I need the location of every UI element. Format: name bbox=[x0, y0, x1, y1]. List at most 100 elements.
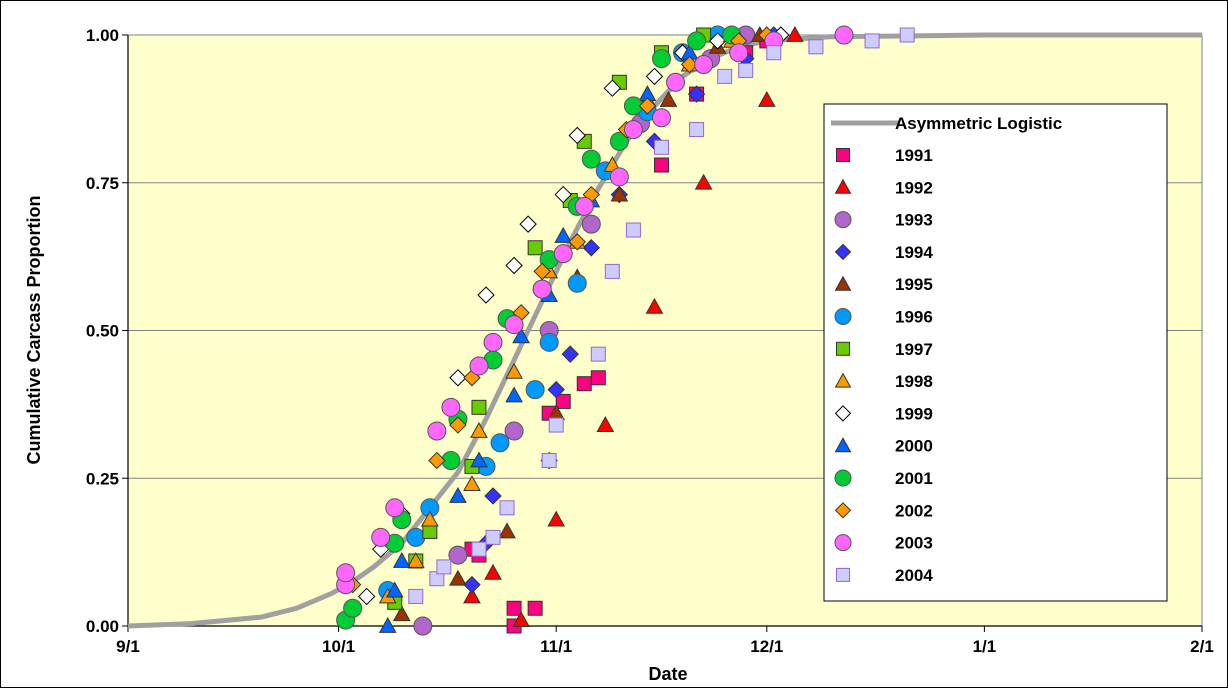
data-point-2004 bbox=[653, 139, 669, 155]
data-point-1995 bbox=[498, 522, 516, 539]
data-point-1999 bbox=[568, 126, 586, 145]
data-point-2003 bbox=[504, 315, 524, 335]
data-point-1991 bbox=[527, 600, 543, 616]
data-point-2000 bbox=[470, 451, 488, 468]
data-point-1998 bbox=[406, 551, 425, 568]
legend-label-1997: 1997 bbox=[895, 340, 933, 359]
data-point-2003 bbox=[666, 72, 686, 92]
data-point-1993 bbox=[413, 616, 433, 636]
data-point-1995 bbox=[449, 569, 467, 586]
legend-label-1996: 1996 bbox=[895, 308, 933, 327]
data-point-2001 bbox=[581, 149, 601, 169]
data-point-2003 bbox=[336, 563, 356, 583]
data-point-2003 bbox=[371, 527, 391, 547]
data-point-1996 bbox=[490, 433, 510, 453]
data-point-1997 bbox=[422, 523, 438, 539]
data-point-1992 bbox=[547, 510, 566, 527]
data-point-2002 bbox=[428, 451, 446, 470]
data-point-2001 bbox=[651, 49, 671, 69]
y-tick-label: 0.25 bbox=[86, 469, 119, 488]
legend-label-1991: 1991 bbox=[895, 146, 933, 165]
x-tick-label: 2/1 bbox=[1190, 637, 1214, 656]
data-point-1994 bbox=[463, 575, 481, 594]
legend-label-2001: 2001 bbox=[895, 469, 933, 488]
data-point-1999 bbox=[505, 256, 523, 275]
data-point-1993 bbox=[448, 545, 468, 565]
data-point-1993 bbox=[504, 421, 524, 441]
data-point-2003 bbox=[729, 43, 749, 63]
legend-box bbox=[823, 103, 1168, 602]
data-point-2000 bbox=[554, 226, 573, 243]
data-point-1999 bbox=[519, 215, 537, 233]
data-point-1991 bbox=[590, 370, 606, 386]
data-point-1999 bbox=[554, 185, 572, 204]
data-point-2004 bbox=[485, 529, 501, 545]
data-point-1991 bbox=[555, 393, 571, 409]
legend-label-2003: 2003 bbox=[895, 534, 933, 553]
legend-marker-1999 bbox=[834, 405, 852, 422]
data-point-2003 bbox=[574, 196, 594, 216]
data-point-2003 bbox=[623, 120, 643, 140]
legend-label-1998: 1998 bbox=[895, 372, 933, 391]
data-point-1991 bbox=[506, 600, 522, 616]
data-point-2004 bbox=[604, 263, 620, 279]
x-tick-label: 11/1 bbox=[540, 637, 572, 656]
series-1993 bbox=[413, 25, 756, 636]
legend-marker-1997 bbox=[836, 341, 850, 356]
data-point-1992 bbox=[786, 25, 804, 42]
data-point-1999 bbox=[477, 286, 495, 304]
data-point-2004 bbox=[766, 45, 782, 61]
data-point-2004 bbox=[689, 122, 705, 138]
data-point-1994 bbox=[561, 345, 579, 363]
legend-marker-1994 bbox=[834, 243, 852, 261]
data-point-2003 bbox=[553, 244, 573, 264]
x-tick-label: 10/1 bbox=[322, 637, 355, 656]
x-tick-label: 9/1 bbox=[116, 637, 140, 656]
data-point-2004 bbox=[717, 68, 733, 84]
data-point-1991 bbox=[576, 376, 592, 392]
legend-marker-1995 bbox=[834, 275, 852, 291]
data-point-2003 bbox=[834, 25, 854, 45]
data-point-1994 bbox=[582, 239, 601, 257]
series-2004 bbox=[408, 27, 915, 604]
data-point-2004 bbox=[471, 541, 487, 557]
data-point-1999 bbox=[449, 369, 467, 387]
legend-marker-1998 bbox=[834, 372, 852, 388]
data-point-1998 bbox=[505, 362, 523, 379]
data-point-2003 bbox=[441, 397, 461, 417]
data-point-1992 bbox=[757, 90, 776, 107]
series-2003 bbox=[336, 25, 854, 595]
legend-label-1995: 1995 bbox=[895, 275, 933, 294]
data-point-2003 bbox=[651, 108, 671, 128]
legend-label-2004: 2004 bbox=[895, 566, 933, 585]
data-point-2000 bbox=[449, 486, 467, 503]
data-point-1992 bbox=[694, 173, 713, 190]
data-point-1992 bbox=[596, 416, 615, 432]
legend: Asymmetric Logistic 1991 1992 1993 1994 1995 1… bbox=[823, 103, 1168, 602]
data-point-1997 bbox=[471, 399, 487, 415]
data-point-1992 bbox=[512, 611, 530, 627]
legend-marker-2001 bbox=[834, 469, 852, 487]
data-point-1991 bbox=[653, 157, 669, 173]
data-point-2002 bbox=[533, 262, 551, 281]
y-tick-label: 1.00 bbox=[86, 26, 119, 45]
data-point-2004 bbox=[808, 39, 824, 55]
data-point-1994 bbox=[687, 85, 706, 103]
data-point-1995 bbox=[659, 90, 678, 107]
y-axis-title: Cumulative Carcass Proportion bbox=[24, 195, 44, 464]
data-point-2002 bbox=[638, 97, 657, 115]
data-point-1998 bbox=[463, 475, 481, 492]
data-point-2002 bbox=[449, 416, 467, 434]
legend-marker-1991 bbox=[836, 148, 850, 162]
points-layer bbox=[336, 25, 915, 636]
legend-label-curve: Asymmetric Logistic bbox=[895, 114, 1062, 133]
data-point-1998 bbox=[420, 510, 439, 527]
data-point-1994 bbox=[547, 380, 565, 399]
data-point-1993 bbox=[581, 214, 601, 234]
data-point-2001 bbox=[343, 598, 363, 618]
data-point-2004 bbox=[590, 346, 606, 362]
data-point-2000 bbox=[378, 616, 397, 633]
data-point-2004 bbox=[436, 559, 452, 575]
legend-label-1999: 1999 bbox=[895, 404, 933, 423]
legend-marker-2000 bbox=[834, 437, 852, 453]
